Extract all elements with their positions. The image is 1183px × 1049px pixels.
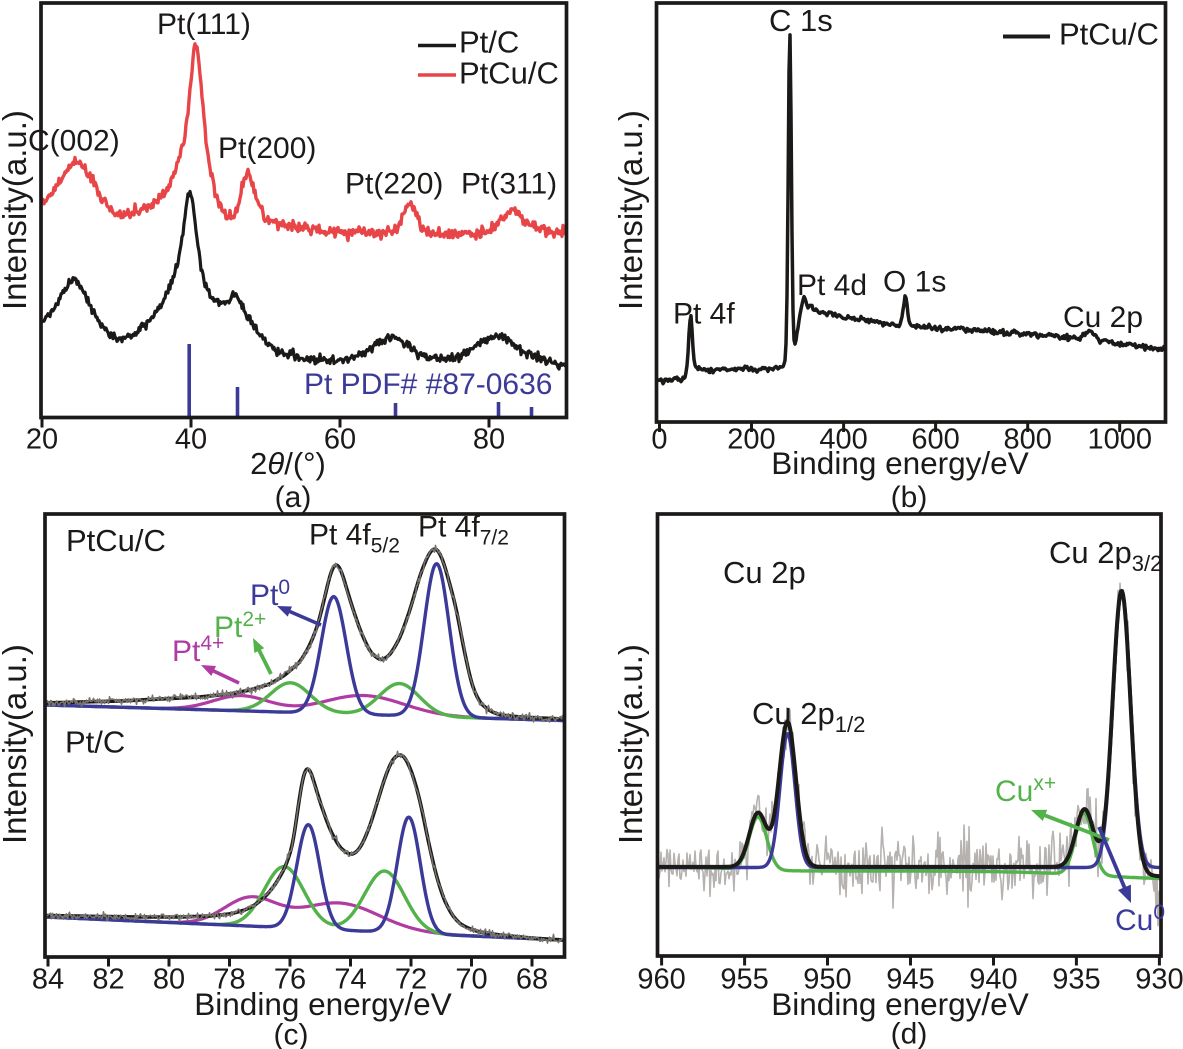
svg-text:76: 76	[274, 964, 306, 996]
svg-text:Intensity(a.u.): Intensity(a.u.)	[0, 110, 33, 310]
svg-text:84: 84	[32, 964, 64, 996]
svg-text:82: 82	[92, 964, 124, 996]
svg-text:C 1s: C 1s	[769, 3, 833, 38]
svg-text:74: 74	[334, 964, 366, 996]
svg-text:Intensity(a.u.): Intensity(a.u.)	[612, 644, 649, 844]
svg-text:Pt(311): Pt(311)	[461, 168, 557, 201]
svg-text:80: 80	[473, 424, 505, 456]
svg-text:Binding energy/eV: Binding energy/eV	[771, 445, 1028, 481]
svg-text:PtCu/C: PtCu/C	[1059, 17, 1159, 52]
svg-text:Intensity(a.u.): Intensity(a.u.)	[0, 644, 33, 844]
svg-text:945: 945	[886, 964, 934, 996]
svg-text:940: 940	[969, 964, 1017, 996]
svg-text:Pt/C: Pt/C	[65, 725, 125, 760]
svg-text:68: 68	[516, 964, 548, 996]
svg-text:60: 60	[324, 424, 356, 456]
svg-text:(b): (b)	[891, 481, 928, 514]
svg-text:72: 72	[395, 964, 427, 996]
svg-text:PtCu/C: PtCu/C	[459, 56, 559, 91]
svg-text:2θ/(°): 2θ/(°)	[250, 446, 326, 481]
svg-text:Pt(200): Pt(200)	[218, 132, 316, 165]
svg-text:Cu 2p: Cu 2p	[723, 555, 806, 590]
svg-text:(c): (c)	[274, 1019, 309, 1049]
svg-text:Cu0: Cu0	[1115, 901, 1165, 937]
svg-text:Pt PDF# #87-0636: Pt PDF# #87-0636	[304, 368, 552, 401]
svg-text:Cu 2p: Cu 2p	[1063, 301, 1143, 334]
svg-text:70: 70	[455, 964, 487, 996]
svg-text:PtCu/C: PtCu/C	[66, 523, 166, 558]
svg-text:Intensity(a.u.): Intensity(a.u.)	[612, 110, 649, 310]
svg-text:400: 400	[819, 424, 867, 456]
svg-text:955: 955	[720, 964, 768, 996]
svg-text:200: 200	[727, 424, 775, 456]
svg-text:Pt2+: Pt2+	[214, 608, 266, 644]
svg-text:O 1s: O 1s	[883, 266, 946, 299]
svg-text:800: 800	[1004, 424, 1052, 456]
svg-text:950: 950	[803, 964, 851, 996]
svg-text:1000: 1000	[1087, 424, 1152, 456]
svg-text:Pt(220): Pt(220)	[345, 168, 443, 201]
svg-text:20: 20	[26, 424, 58, 456]
svg-text:80: 80	[153, 964, 185, 996]
svg-text:960: 960	[637, 964, 685, 996]
svg-text:(a): (a)	[275, 481, 312, 514]
svg-text:40: 40	[175, 424, 207, 456]
svg-text:78: 78	[213, 964, 245, 996]
svg-text:C(002): C(002)	[28, 125, 120, 158]
svg-text:0: 0	[651, 424, 667, 456]
svg-text:930: 930	[1135, 964, 1183, 996]
svg-text:(d): (d)	[891, 1018, 928, 1049]
svg-text:Pt 4f: Pt 4f	[673, 298, 735, 331]
svg-text:600: 600	[911, 424, 959, 456]
svg-text:Pt/C: Pt/C	[459, 25, 519, 60]
svg-text:Binding energy/eV: Binding energy/eV	[771, 986, 1028, 1022]
svg-text:Pt 4d: Pt 4d	[797, 269, 867, 302]
svg-text:Pt(111): Pt(111)	[157, 8, 251, 41]
svg-text:935: 935	[1052, 964, 1100, 996]
svg-text:Binding energy/eV: Binding energy/eV	[194, 986, 451, 1022]
